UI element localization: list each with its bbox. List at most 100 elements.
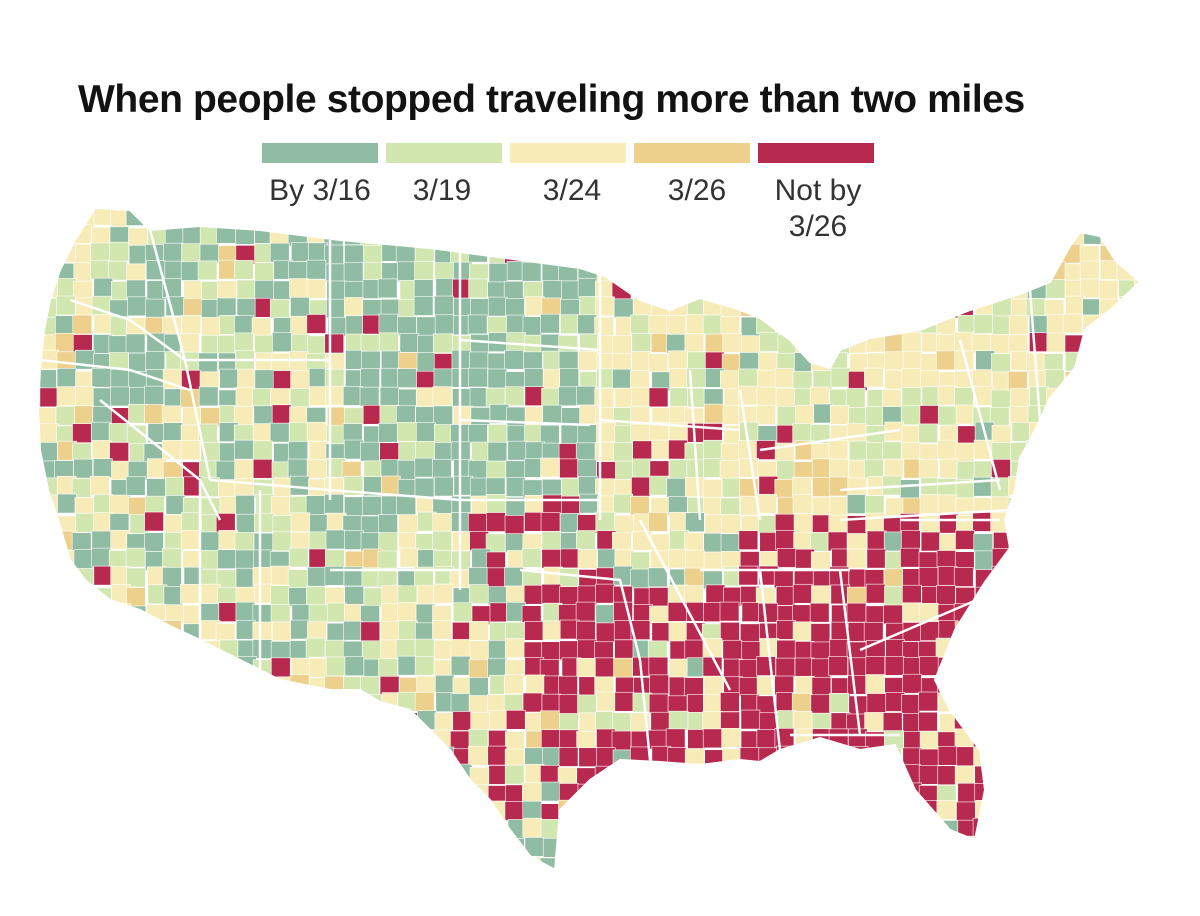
county-cell: [648, 315, 669, 335]
county-cell: [199, 857, 220, 870]
county-cell: [1153, 534, 1172, 553]
county-cell: [90, 242, 111, 263]
county-cell: [147, 638, 167, 658]
county-cell: [1152, 838, 1171, 857]
county-cell: [794, 657, 815, 678]
county-cell: [758, 352, 778, 372]
county-cell: [882, 855, 902, 870]
county-cell: [182, 226, 203, 246]
county-cell: [432, 856, 453, 870]
county-cell: [631, 476, 651, 497]
county-cell: [990, 620, 1011, 641]
county-cell: [252, 388, 272, 408]
county-cell: [864, 783, 885, 804]
county-cell: [360, 441, 380, 462]
county-cell: [990, 784, 1011, 805]
county-cell: [542, 620, 563, 641]
county-cell: [630, 495, 650, 516]
county-cell: [1043, 476, 1064, 496]
county-cell: [399, 547, 420, 568]
county-cell: [1045, 569, 1066, 589]
county-cell: [810, 694, 831, 715]
county-cell: [327, 873, 346, 892]
county-cell: [399, 818, 420, 838]
county-cell: [975, 800, 996, 820]
county-cell: [237, 874, 256, 893]
county-cell: [757, 515, 778, 535]
county-cell: [828, 514, 849, 535]
county-cell: [1010, 712, 1031, 732]
county-cell: [396, 405, 416, 426]
county-cell: [631, 351, 651, 371]
county-cell: [1047, 874, 1066, 893]
county-cell: [792, 241, 812, 262]
county-cell: [775, 241, 796, 262]
county-cell: [630, 620, 651, 640]
county-cell: [1097, 568, 1118, 588]
county-cell: [829, 496, 850, 516]
county-cell: [865, 821, 886, 841]
county-cell: [846, 602, 867, 623]
county-cell: [324, 639, 345, 660]
county-cell: [1081, 638, 1101, 659]
county-cell: [773, 820, 794, 840]
county-cell: [701, 259, 722, 280]
county-cell: [198, 208, 219, 228]
county-cell: [954, 891, 973, 910]
county-cell: [1155, 332, 1174, 351]
county-cell: [73, 458, 93, 479]
county-cell: [344, 585, 365, 606]
county-cell: [919, 405, 940, 425]
county-cell: [577, 314, 598, 335]
county-cell: [505, 477, 526, 497]
county-cell: [612, 818, 633, 839]
county-cell: [1133, 857, 1140, 870]
county-cell: [1118, 314, 1139, 335]
county-cell: [667, 801, 688, 821]
state-border: [638, 659, 652, 761]
county-cell: [901, 530, 921, 550]
county-cell: [1045, 513, 1065, 533]
county-cell: [1079, 584, 1100, 605]
county-cell: [1045, 623, 1066, 643]
county-cell: [1063, 602, 1084, 622]
county-cell: [971, 333, 992, 354]
county-cell: [289, 475, 310, 496]
county-cell: [110, 208, 131, 211]
county-cell: [253, 767, 274, 787]
county-cell: [1064, 442, 1084, 462]
county-cell: [612, 334, 632, 355]
county-cell: [955, 530, 975, 550]
county-cell: [326, 710, 347, 731]
county-cell: [847, 856, 868, 870]
county-cell: [1048, 894, 1067, 913]
county-cell: [994, 875, 1013, 894]
county-cell: [162, 548, 182, 568]
county-cell: [1100, 854, 1121, 870]
county-cell: [1116, 857, 1137, 870]
county-cell: [217, 659, 237, 679]
county-cell: [648, 587, 669, 607]
county-cell: [543, 223, 563, 244]
county-cell: [414, 692, 435, 712]
county-cell: [1134, 458, 1140, 478]
county-cell: [669, 208, 689, 227]
county-cell: [1101, 478, 1121, 498]
county-cell: [363, 245, 383, 265]
county-cell: [161, 711, 182, 731]
county-cell: [558, 819, 579, 840]
county-cell: [522, 782, 542, 803]
county-cell: [849, 314, 869, 334]
county-cell: [703, 423, 723, 443]
county-cell: [253, 746, 273, 767]
county-cell: [219, 639, 240, 660]
county-cell: [252, 659, 273, 680]
county-cell: [1116, 388, 1137, 409]
county-cell: [55, 224, 76, 245]
county-cell: [272, 694, 292, 715]
county-cell: [522, 817, 543, 838]
county-cell: [794, 747, 815, 767]
legend-swatch-not-by-3-26: [758, 143, 874, 163]
county-cell: [1137, 604, 1140, 625]
county-cell: [145, 747, 165, 768]
